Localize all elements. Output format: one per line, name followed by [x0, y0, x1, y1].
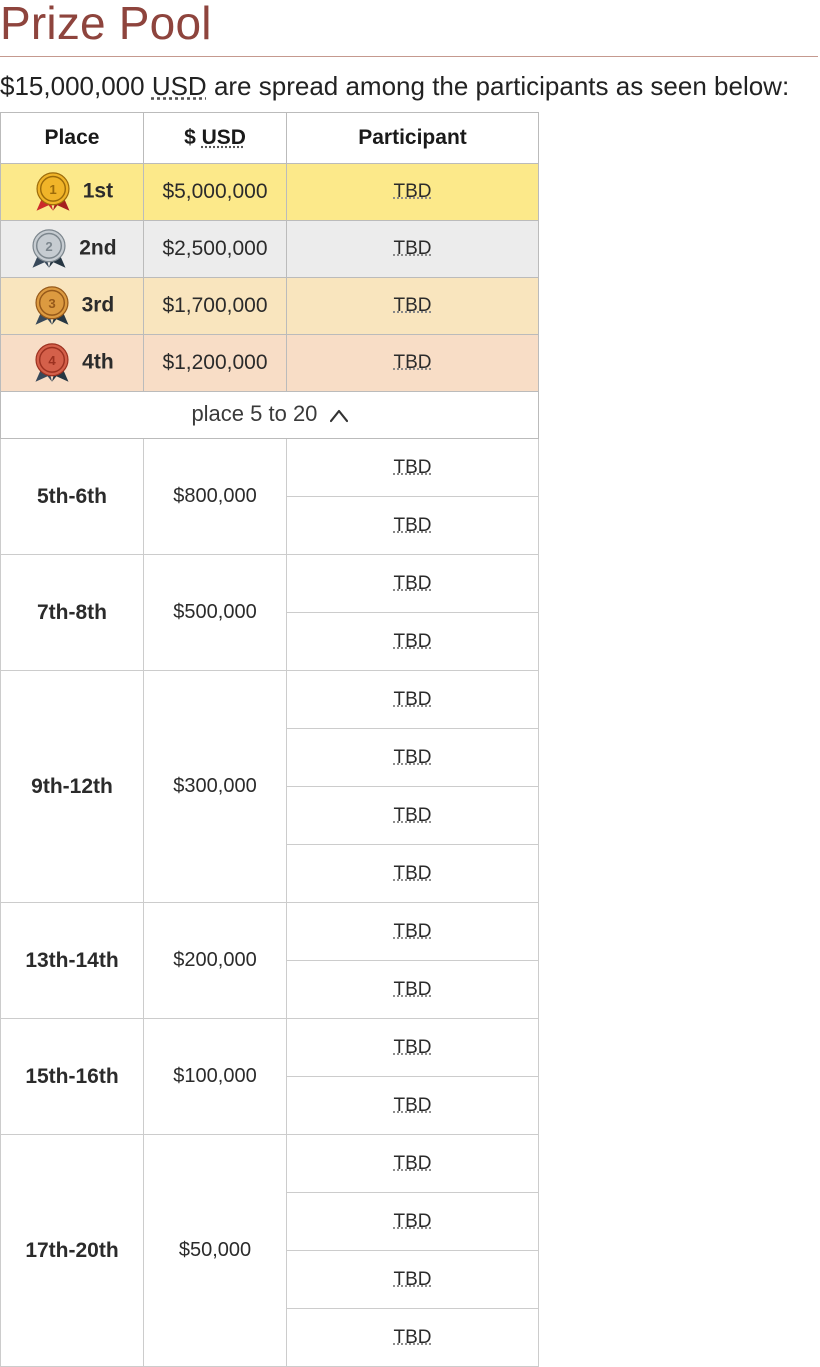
svg-text:3: 3	[48, 296, 55, 311]
svg-text:4: 4	[49, 353, 57, 368]
svg-text:2: 2	[46, 239, 53, 254]
svg-text:1: 1	[49, 182, 56, 197]
